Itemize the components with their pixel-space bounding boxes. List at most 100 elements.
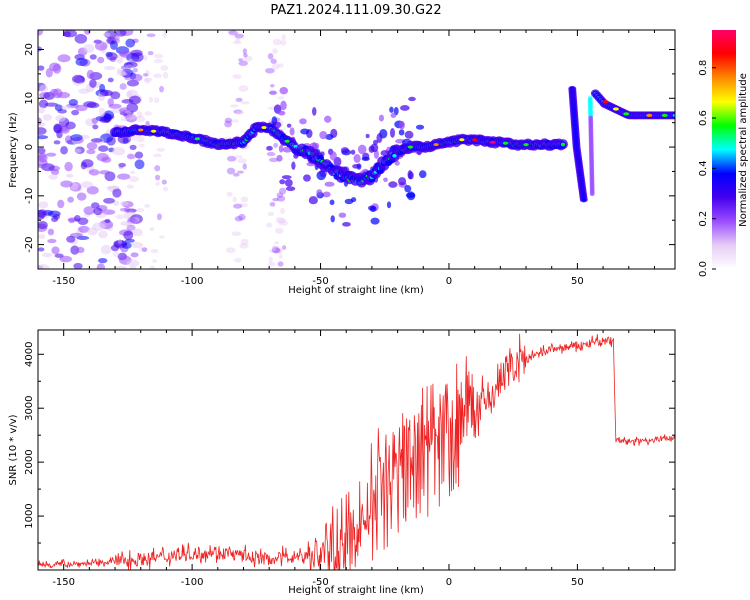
heatmap-cell: [130, 241, 144, 249]
spectrogram-plot-area: [38, 30, 675, 269]
snr-x-tick-label: -150: [52, 577, 75, 588]
heatmap-cell: [83, 206, 96, 215]
heatmap-cell: [115, 265, 128, 269]
heatmap-cell: [142, 73, 149, 77]
heatmap-cell: [242, 163, 247, 170]
heatmap-cell: [231, 231, 242, 236]
heatmap-cell: [104, 218, 111, 224]
heatmap-cell: [312, 107, 317, 116]
heatmap-cell: [389, 106, 394, 113]
heatmap-cell: [228, 30, 238, 36]
heatmap-cell: [502, 141, 509, 145]
heatmap-cell: [60, 125, 70, 134]
heatmap-cell: [106, 185, 120, 190]
heatmap-cell: [268, 256, 273, 263]
heatmap-cell: [278, 220, 288, 226]
heatmap-cell: [153, 53, 164, 59]
heatmap-cell: [398, 120, 405, 130]
heatmap-cell: [129, 144, 137, 151]
heatmap-cell: [224, 117, 233, 124]
heatmap-cell: [369, 205, 377, 213]
heatmap-cell: [269, 201, 276, 207]
heatmap-cell: [54, 253, 64, 258]
heatmap-cell: [277, 261, 284, 267]
heatmap-cell: [120, 50, 132, 58]
heatmap-cell: [103, 66, 116, 71]
heatmap-cell: [139, 247, 149, 252]
spectrogram-x-tick-label: -150: [52, 276, 75, 287]
heatmap-cell: [329, 199, 335, 206]
heatmap-cell: [53, 124, 63, 134]
heatmap-cell: [612, 107, 619, 111]
heatmap-cell: [589, 191, 595, 197]
heatmap-cell: [235, 37, 241, 43]
heatmap-cell: [324, 115, 332, 123]
heatmap-cell: [472, 138, 478, 142]
heatmap-cell: [120, 201, 129, 206]
heatmap-cell: [130, 252, 139, 258]
heatmap-cell: [279, 86, 289, 95]
heatmap-cell: [352, 163, 361, 169]
heatmap-cell: [97, 56, 105, 64]
heatmap-cell: [60, 146, 68, 155]
heatmap-cell: [118, 162, 126, 168]
heatmap-cell: [76, 246, 85, 254]
heatmap-cell: [116, 68, 123, 74]
heatmap-cell: [404, 185, 412, 193]
heatmap-cell: [272, 197, 279, 202]
heatmap-cell: [277, 96, 285, 100]
heatmap-cell: [233, 109, 243, 114]
heatmap-cell: [265, 67, 275, 74]
heatmap-cell: [386, 201, 392, 209]
heatmap-cell: [92, 124, 99, 130]
heatmap-cell: [399, 105, 410, 111]
heatmap-cell: [76, 192, 87, 201]
heatmap-cell: [78, 88, 90, 94]
heatmap-cell: [279, 179, 286, 185]
heatmap-cell: [42, 114, 53, 121]
heatmap-cell: [273, 142, 279, 148]
heatmap-cell: [120, 117, 128, 122]
heatmap-cell: [277, 247, 283, 255]
heatmap-cell: [376, 133, 383, 144]
heatmap-cell: [132, 228, 143, 237]
heatmap-cell: [83, 44, 95, 54]
heatmap-cell: [110, 91, 121, 100]
spectrogram-x-axis-label: Height of straight line (km): [288, 285, 424, 296]
heatmap-cell: [153, 58, 164, 64]
spectrogram-x-tick-label: 50: [571, 276, 584, 287]
heatmap-cell: [408, 171, 414, 180]
heatmap-cell: [233, 203, 243, 209]
heatmap-cell: [130, 170, 136, 175]
heatmap-cell: [373, 149, 379, 159]
heatmap-cell: [103, 197, 115, 204]
heatmap-cell: [238, 213, 246, 221]
heatmap-cell: [75, 57, 88, 67]
heatmap-cell: [38, 220, 48, 230]
heatmap-cell: [240, 101, 250, 105]
heatmap-cell: [125, 64, 133, 70]
heatmap-cell: [232, 196, 237, 203]
heatmap-cell: [238, 60, 248, 66]
heatmap-cell: [276, 154, 283, 162]
heatmap-cell: [194, 137, 200, 141]
heatmap-cell: [70, 134, 83, 142]
heatmap-cell: [138, 128, 144, 132]
heatmap-cell: [240, 238, 249, 246]
heatmap-cell: [86, 102, 100, 109]
heatmap-cell: [113, 200, 120, 206]
heatmap-cell: [73, 262, 83, 269]
heatmap-cell: [98, 107, 106, 118]
heatmap-cell: [237, 158, 248, 164]
heatmap-cell: [268, 249, 276, 253]
heatmap-cell: [271, 245, 276, 251]
heatmap-cell: [266, 145, 273, 151]
heatmap-cell: [560, 142, 566, 147]
heatmap-cell: [126, 184, 134, 189]
heatmap-cell: [116, 70, 125, 76]
heatmap-cell: [100, 244, 112, 255]
heatmap-cell: [160, 65, 169, 71]
heatmap-cell: [646, 113, 653, 117]
heatmap-cell: [365, 133, 370, 139]
heatmap-cell: [139, 143, 145, 148]
